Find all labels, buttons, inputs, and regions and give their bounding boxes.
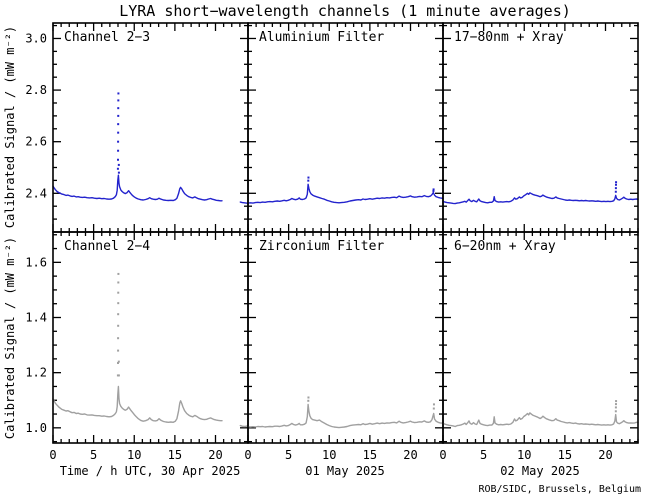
series-line <box>442 412 639 428</box>
series-dot <box>614 410 617 413</box>
series-dot <box>117 313 120 316</box>
panel: 2.4 2.6 2.8 3.0 Channel 2−3 <box>25 22 249 233</box>
x-tick-label: 15 <box>168 448 182 462</box>
y-tick-label: 2.6 <box>25 135 47 149</box>
x-tick-label: 10 <box>322 448 336 462</box>
panel-frame <box>247 231 444 444</box>
series-dot <box>307 399 310 402</box>
series-dot <box>307 179 310 182</box>
x-tick-label: 15 <box>558 448 572 462</box>
y-tick-label: 2.8 <box>25 83 47 97</box>
panel-label: Zirconium Filter <box>259 239 384 254</box>
panel-label: 17−80nm + Xray <box>454 30 564 45</box>
x-tick-label: 0 <box>439 448 446 462</box>
series-dot <box>117 324 120 327</box>
credit-text: ROB/SIDC, Brussels, Belgium <box>478 484 641 495</box>
series-dot <box>117 302 120 305</box>
y-tick-label: 3.0 <box>25 31 47 45</box>
x-tick-label: 5 <box>285 448 292 462</box>
series-dot <box>614 403 617 406</box>
series-dot <box>614 183 617 186</box>
x-tick-label: 10 <box>517 448 531 462</box>
x-axis-label-day3: 02 May 2025 <box>500 464 579 478</box>
series-dot <box>614 187 617 190</box>
panel-label: Channel 2−4 <box>64 239 150 254</box>
y-axis-label-top-row: Calibrated Signal / (mW m⁻²) <box>3 26 17 228</box>
y-tick-label: 1.0 <box>25 421 47 435</box>
series-dot <box>117 349 120 352</box>
series-dot <box>615 181 618 184</box>
panel-frame <box>442 231 639 444</box>
x-tick-label: 0 <box>49 448 56 462</box>
series-dot <box>432 189 435 192</box>
series-dot <box>432 407 435 410</box>
x-tick-label: 20 <box>403 448 417 462</box>
series-dot <box>116 167 119 170</box>
y-tick-label: 1.6 <box>25 255 47 269</box>
series-dot <box>117 114 120 117</box>
series-dot <box>307 176 310 179</box>
series-dot <box>117 99 120 102</box>
series-dot <box>117 92 120 95</box>
series-line <box>52 174 223 202</box>
series-dot <box>117 107 120 110</box>
x-axis-label-day2: 01 May 2025 <box>305 464 384 478</box>
series-dot <box>615 400 618 403</box>
x-tick-label: 5 <box>90 448 97 462</box>
x-tick-label: 20 <box>598 448 612 462</box>
series-dot <box>307 396 310 399</box>
x-tick-label: 10 <box>127 448 141 462</box>
series-dot <box>117 163 120 166</box>
series-dot <box>117 123 120 126</box>
series-line <box>239 424 249 428</box>
panel-label: 6−20nm + Xray <box>454 239 556 254</box>
panel-label: Channel 2−3 <box>64 30 150 45</box>
panel: Aluminium Filter <box>247 22 444 233</box>
x-tick-label: 20 <box>208 448 222 462</box>
panel: 0 5 10 15 20 1.0 1.2 1.4 1.6 Channel 2−4 <box>25 231 249 462</box>
series-dot <box>117 374 120 377</box>
x-tick-label: 15 <box>363 448 377 462</box>
series-dot <box>117 362 119 365</box>
series-dot <box>117 272 120 275</box>
series-line <box>442 192 639 205</box>
series-dot <box>117 291 120 294</box>
x-tick-label: 0 <box>244 448 251 462</box>
y-tick-label: 1.4 <box>25 311 47 325</box>
series-dot <box>432 403 435 406</box>
panel: 17−80nm + Xray <box>442 22 639 233</box>
series-line <box>247 403 444 429</box>
y-tick-label: 2.4 <box>25 186 47 200</box>
series-dot <box>117 171 120 174</box>
series-dot <box>117 281 120 284</box>
series-dot <box>614 406 617 409</box>
x-axis-label-day1: Time / h UTC, 30 Apr 2025 <box>60 464 241 478</box>
series-dot <box>614 190 617 193</box>
series-dot <box>117 131 120 134</box>
series-dot <box>117 149 120 152</box>
series-dot <box>117 337 120 340</box>
panel-frame <box>52 231 249 444</box>
panel: 0 5 10 15 20 Zirconium Filter <box>244 231 444 462</box>
series-dot <box>432 188 435 191</box>
chart-title: LYRA short−wavelength channels (1 minute… <box>119 2 571 20</box>
series-dot <box>117 158 119 161</box>
panel-label: Aluminium Filter <box>259 30 384 45</box>
series-line <box>239 201 249 205</box>
panels-group: 2.4 2.6 2.8 3.0 Channel 2−3 Aluminium Filter 1… <box>25 22 639 462</box>
x-tick-label: 5 <box>480 448 487 462</box>
series-dot <box>117 360 120 363</box>
panel: 0 5 10 15 20 6−20nm + Xray <box>439 231 639 462</box>
series-dot <box>117 140 120 143</box>
series-line <box>52 385 223 423</box>
y-axis-label-bottom-row: Calibrated Signal / (mW m⁻²) <box>3 237 17 439</box>
series-line <box>247 183 444 204</box>
y-tick-label: 1.2 <box>25 366 47 380</box>
